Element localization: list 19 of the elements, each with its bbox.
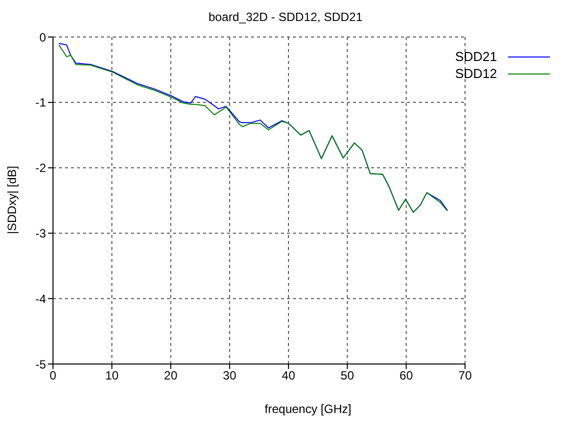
legend-label: SDD21: [455, 49, 497, 64]
x-tick-label: 0: [50, 368, 57, 383]
x-tick-label: 50: [340, 368, 354, 383]
y-tick-label: -4: [35, 292, 46, 306]
y-tick-label: -2: [35, 161, 46, 176]
y-tick-label: -3: [35, 226, 46, 240]
x-tick-label: 20: [164, 368, 178, 383]
x-tick-label: 10: [105, 368, 119, 383]
x-tick-label: 40: [282, 368, 296, 383]
x-axis-title: frequency [GHz]: [264, 402, 352, 416]
x-tick-label: 30: [222, 368, 237, 383]
y-tick-label: 0: [39, 30, 46, 44]
x-tick-label: 60: [400, 368, 414, 383]
x-tick-label: 70: [458, 368, 472, 383]
chart-title: board_32D - SDD12, SDD21: [207, 10, 364, 24]
y-axis-title: |SDDxy| [dB]: [5, 166, 19, 234]
legend-label: SDD12: [455, 66, 497, 81]
y-tick-label: -1: [35, 96, 46, 110]
y-tick-label: -5: [35, 357, 46, 372]
